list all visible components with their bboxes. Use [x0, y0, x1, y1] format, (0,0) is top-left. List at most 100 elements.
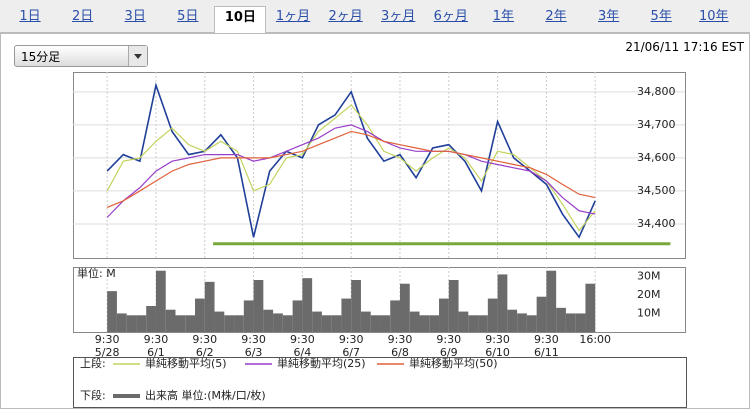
volume-bar [556, 307, 566, 332]
interval-select[interactable]: 15分足 [14, 45, 148, 67]
volume-bar [263, 309, 274, 332]
legend-text: 単純移動平均(5) [145, 356, 227, 370]
tab[interactable]: 10日 [214, 6, 267, 34]
y-unit-label: 単位: M [77, 266, 116, 280]
y-tick-label: 34,800 [637, 85, 676, 98]
tab[interactable]: 3日 [124, 9, 146, 24]
x-tick-label: 9:30 6/1 [143, 333, 169, 359]
legend-text: 出来高 単位:(M株/口/枚) [145, 388, 266, 402]
volume-bar [390, 300, 400, 332]
x-tick-label: 9:30 5/28 [94, 333, 120, 359]
volume-bar [175, 315, 186, 332]
volume-bar [351, 280, 361, 332]
timestamp: 21/06/11 17:16 EST [625, 40, 744, 54]
tab[interactable]: 5年 [650, 9, 672, 24]
volume-bar [487, 298, 498, 332]
tab[interactable]: 1ヶ月 [275, 9, 311, 24]
tab[interactable]: 3年 [597, 9, 620, 24]
tab[interactable]: 1日 [19, 9, 41, 24]
volume-bar [370, 315, 381, 332]
y-tick-label: 10M [637, 306, 661, 319]
volume-frame [73, 267, 686, 333]
volume-bar [575, 313, 586, 332]
volume-bar [282, 315, 293, 332]
x-tick-label: 9:30 6/9 [436, 333, 462, 359]
volume-bar [380, 315, 391, 332]
volume-bar [439, 298, 449, 332]
volume-bar [409, 311, 420, 332]
volume-bar [341, 298, 352, 332]
x-tick-label: 16:00 [579, 333, 612, 346]
volume-bar [321, 315, 332, 332]
tab[interactable]: 6ヶ月 [433, 9, 468, 24]
x-tick-label: 9:30 6/2 [192, 333, 218, 359]
volume-bar [507, 309, 518, 332]
volume-bar [243, 300, 254, 332]
series-line [106, 82, 596, 239]
tab[interactable]: 2日 [71, 9, 94, 24]
y-tick-label: 34,600 [637, 151, 676, 164]
price-frame [73, 72, 686, 259]
volume-bar [312, 311, 322, 332]
select-arrow [128, 46, 147, 66]
volume-bar [273, 313, 283, 332]
x-tick-label: 9:30 6/7 [338, 333, 364, 359]
x-tick-label: 9:30 6/11 [534, 333, 559, 359]
series-line [106, 124, 596, 218]
select-text: 15分足 [21, 50, 61, 64]
volume-bar [185, 315, 196, 332]
volume-bar [214, 311, 225, 332]
volume-bar [116, 313, 127, 332]
tab[interactable]: 2年 [545, 9, 567, 24]
volume-bar [195, 298, 205, 332]
legend-label: 下段: [80, 388, 106, 402]
volume-bar [292, 300, 303, 332]
volume-bar [429, 315, 440, 332]
volume-bar [399, 283, 410, 332]
series-line [106, 130, 596, 209]
volume-bar [165, 309, 176, 332]
tab[interactable]: 2ヶ月 [328, 9, 363, 24]
volume-bar [448, 280, 459, 332]
volume-bar [419, 315, 430, 332]
y-tick-label: 34,500 [637, 184, 676, 197]
volume-bar [536, 296, 547, 332]
volume-bar [468, 315, 479, 332]
volume-bar [585, 283, 596, 332]
tab[interactable]: 5日 [177, 9, 199, 24]
y-tick-label: 20M [637, 288, 661, 301]
x-tick-label: 9:30 6/8 [387, 333, 413, 359]
series-line [106, 104, 596, 232]
legend-text: 単純移動平均(50) [409, 356, 498, 370]
volume-bar [565, 313, 576, 332]
volume-bar [302, 278, 313, 332]
volume-bar [234, 315, 244, 332]
x-tick-label: 9:30 6/10 [485, 333, 510, 359]
tab[interactable]: 10年 [699, 9, 729, 24]
volume-bar [224, 315, 235, 332]
tab[interactable]: 1年 [492, 9, 515, 24]
y-tick-label: 34,400 [637, 217, 676, 230]
volume-bar [126, 315, 137, 332]
volume-bar [478, 315, 488, 332]
tab-bar: 1日 2日 3日 5日 10日 1ヶ月 2ヶ月 3ヶ月 6ヶ月 1年 2年 3年 5年 10年 [0, 0, 750, 34]
volume-bar [253, 280, 264, 332]
volume-bar [360, 311, 371, 332]
volume-bar [546, 270, 557, 332]
tab[interactable]: 3ヶ月 [381, 9, 416, 24]
x-tick-label: 9:30 6/4 [290, 333, 315, 359]
y-tick-label: 34,700 [637, 118, 676, 131]
volume-bar [146, 306, 156, 332]
volume-bar [136, 315, 147, 332]
x-tick-label: 9:30 6/3 [241, 333, 266, 359]
volume-bar [204, 281, 215, 332]
volume-bar [458, 311, 469, 332]
volume-bar [331, 315, 342, 332]
volume-bar [107, 291, 117, 332]
volume-bar [155, 270, 166, 332]
legend-label: 上段: [80, 356, 106, 370]
y-tick-label: 30M [637, 269, 661, 282]
legend-text: 単純移動平均(25) [277, 356, 366, 370]
